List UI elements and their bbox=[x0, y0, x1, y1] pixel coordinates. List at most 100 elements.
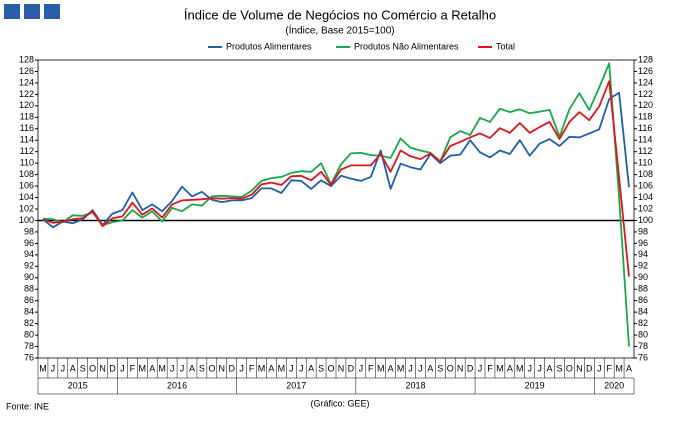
y2-tick-label: 104 bbox=[638, 192, 653, 202]
x-tick-label: M bbox=[39, 363, 47, 373]
y2-tick-label: 82 bbox=[638, 318, 648, 328]
x-tick-label: J bbox=[418, 363, 423, 373]
x-tick-label: J bbox=[527, 363, 532, 373]
year-label: 2016 bbox=[167, 380, 187, 390]
year-label: 2019 bbox=[525, 380, 545, 390]
y2-tick-label: 76 bbox=[638, 352, 648, 362]
x-tick-label: F bbox=[368, 363, 374, 373]
y2-tick-label: 88 bbox=[638, 284, 648, 294]
y-tick-label: 88 bbox=[24, 284, 34, 294]
series-line bbox=[42, 62, 630, 347]
chart-subtitle: (Índice, Base 2015=100) bbox=[285, 24, 394, 37]
series-line bbox=[42, 91, 630, 229]
y-tick-label: 80 bbox=[24, 329, 34, 339]
y2-tick-label: 122 bbox=[638, 89, 653, 99]
x-tick-label: J bbox=[120, 363, 125, 373]
credit: (Gráfico: GEE) bbox=[310, 398, 369, 408]
x-tick-label: J bbox=[180, 363, 185, 373]
chart-title: Índice de Volume de Negócios no Comércio… bbox=[184, 7, 496, 22]
y-tick-label: 104 bbox=[19, 192, 34, 202]
x-tick-label: M bbox=[158, 363, 166, 373]
y2-tick-label: 80 bbox=[638, 329, 648, 339]
x-tick-label: O bbox=[447, 363, 454, 373]
x-tick-label: F bbox=[487, 363, 493, 373]
logo-square bbox=[44, 4, 60, 19]
year-label: 2015 bbox=[68, 380, 88, 390]
x-tick-label: J bbox=[597, 363, 602, 373]
y2-tick-label: 100 bbox=[638, 215, 653, 225]
legend-label: Produtos Alimentares bbox=[226, 41, 312, 51]
y-tick-label: 86 bbox=[24, 295, 34, 305]
x-tick-label: N bbox=[457, 363, 464, 373]
y-tick-label: 98 bbox=[24, 226, 34, 236]
y-tick-label: 128 bbox=[19, 54, 34, 64]
x-tick-label: M bbox=[278, 363, 286, 373]
y2-tick-label: 118 bbox=[638, 112, 652, 122]
x-tick-label: J bbox=[478, 363, 483, 373]
y-tick-label: 108 bbox=[19, 169, 34, 179]
legend-label: Produtos Não Alimentares bbox=[354, 41, 459, 51]
x-tick-label: O bbox=[328, 363, 335, 373]
x-tick-label: M bbox=[615, 363, 623, 373]
x-tick-label: A bbox=[626, 363, 632, 373]
x-tick-label: O bbox=[566, 363, 573, 373]
x-tick-label: S bbox=[437, 363, 443, 373]
y-tick-label: 120 bbox=[19, 100, 34, 110]
x-tick-label: D bbox=[228, 363, 235, 373]
y2-tick-label: 96 bbox=[638, 238, 648, 248]
x-tick-label: O bbox=[89, 363, 96, 373]
x-tick-label: A bbox=[388, 363, 394, 373]
x-tick-label: S bbox=[556, 363, 562, 373]
y2-tick-label: 90 bbox=[638, 272, 648, 282]
y2-tick-label: 108 bbox=[638, 169, 653, 179]
x-tick-label: J bbox=[299, 363, 304, 373]
y-tick-label: 112 bbox=[20, 146, 34, 156]
x-tick-label: A bbox=[308, 363, 314, 373]
y-tick-label: 92 bbox=[24, 261, 34, 271]
y2-tick-label: 78 bbox=[638, 341, 648, 351]
x-tick-label: J bbox=[239, 363, 244, 373]
y2-tick-label: 84 bbox=[638, 307, 648, 317]
y2-tick-label: 98 bbox=[638, 226, 648, 236]
x-tick-label: N bbox=[576, 363, 583, 373]
x-tick-label: D bbox=[467, 363, 474, 373]
x-tick-label: N bbox=[338, 363, 345, 373]
y-tick-label: 100 bbox=[19, 215, 34, 225]
y2-tick-label: 120 bbox=[638, 100, 653, 110]
y-tick-label: 106 bbox=[19, 180, 34, 190]
x-tick-label: F bbox=[249, 363, 255, 373]
y-tick-label: 84 bbox=[24, 307, 34, 317]
logo-square bbox=[4, 4, 20, 19]
y-tick-label: 94 bbox=[24, 249, 34, 259]
y2-tick-label: 110 bbox=[638, 158, 652, 168]
x-tick-label: A bbox=[189, 363, 195, 373]
x-tick-label: N bbox=[99, 363, 106, 373]
x-tick-label: J bbox=[170, 363, 175, 373]
y-tick-label: 90 bbox=[24, 272, 34, 282]
x-tick-label: D bbox=[586, 363, 593, 373]
y-tick-label: 76 bbox=[24, 352, 34, 362]
x-tick-label: S bbox=[80, 363, 86, 373]
series-line bbox=[42, 80, 630, 277]
y-tick-label: 124 bbox=[19, 77, 34, 87]
x-tick-label: A bbox=[70, 363, 76, 373]
x-tick-label: M bbox=[377, 363, 385, 373]
x-tick-label: M bbox=[397, 363, 405, 373]
y2-tick-label: 114 bbox=[638, 135, 652, 145]
y-tick-label: 116 bbox=[20, 123, 34, 133]
x-tick-label: J bbox=[408, 363, 413, 373]
y2-tick-label: 102 bbox=[638, 203, 653, 213]
y-tick-label: 82 bbox=[24, 318, 34, 328]
y2-tick-label: 86 bbox=[638, 295, 648, 305]
y-tick-label: 114 bbox=[20, 135, 34, 145]
y2-tick-label: 128 bbox=[638, 54, 653, 64]
x-tick-label: A bbox=[427, 363, 433, 373]
y-tick-label: 122 bbox=[19, 89, 34, 99]
source: Fonte: INE bbox=[6, 401, 49, 411]
x-tick-label: O bbox=[208, 363, 215, 373]
x-tick-label: M bbox=[496, 363, 504, 373]
y2-tick-label: 92 bbox=[638, 261, 648, 271]
year-label: 2017 bbox=[286, 380, 306, 390]
x-tick-label: F bbox=[606, 363, 612, 373]
